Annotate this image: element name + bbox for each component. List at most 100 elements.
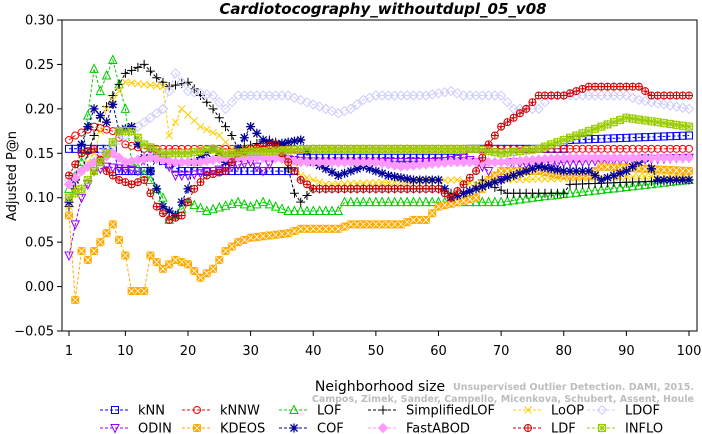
data-point-inflo bbox=[490, 147, 500, 157]
data-point-ldf bbox=[459, 180, 468, 189]
data-point-ldf bbox=[447, 193, 456, 202]
legend-item-loop: LoOP bbox=[513, 404, 584, 419]
legend-marker-cof bbox=[289, 423, 299, 433]
data-point-ldf bbox=[158, 209, 167, 218]
data-point-loop bbox=[384, 178, 393, 187]
data-point-inflo bbox=[102, 148, 112, 158]
data-point-knnw bbox=[591, 144, 600, 153]
legend-label-loop: LoOP bbox=[551, 404, 584, 419]
data-point-ldof bbox=[633, 94, 645, 106]
data-point-loop bbox=[641, 172, 650, 181]
data-point-lof bbox=[277, 203, 287, 213]
data-point-simplifiedlof bbox=[145, 66, 155, 76]
data-point-simplifiedlof bbox=[296, 197, 306, 207]
data-point-ldof bbox=[652, 98, 663, 109]
data-point-cof bbox=[603, 173, 613, 183]
legend-marker-kdeos bbox=[193, 424, 201, 432]
data-point-ldof bbox=[132, 121, 144, 132]
data-point-knn bbox=[277, 167, 286, 176]
data-point-ldof bbox=[445, 85, 457, 97]
data-point-loop bbox=[309, 176, 318, 184]
y-axis-label: Adjusted P@n bbox=[5, 131, 20, 221]
data-point-knnw bbox=[77, 128, 86, 137]
data-point-ldof bbox=[157, 103, 169, 115]
data-point-knnw bbox=[71, 131, 80, 140]
legend-label-simplifiedlof: SimplifiedLOF bbox=[406, 404, 495, 419]
data-point-ldof bbox=[452, 88, 463, 99]
data-point-lof bbox=[208, 203, 218, 214]
data-point-inflo bbox=[509, 147, 519, 157]
data-point-inflo bbox=[471, 144, 481, 154]
data-point-cof bbox=[296, 135, 306, 145]
data-point-knnw bbox=[666, 144, 675, 153]
series-ldf bbox=[65, 82, 693, 224]
data-point-cof bbox=[333, 171, 343, 180]
y-tick-label: 0.05 bbox=[25, 236, 54, 251]
data-point-inflo bbox=[202, 145, 212, 155]
data-point-ldf bbox=[302, 180, 311, 189]
data-point-knn bbox=[666, 132, 675, 141]
legend-label-knnw: kNNW bbox=[220, 404, 260, 419]
data-point-cof bbox=[628, 162, 638, 172]
data-point-lof bbox=[289, 205, 300, 216]
legend-marker-ldf bbox=[524, 424, 532, 432]
data-point-lof bbox=[82, 109, 93, 120]
data-point-simplifiedlof bbox=[102, 102, 112, 112]
data-point-knn bbox=[71, 144, 80, 153]
data-point-odin bbox=[126, 166, 137, 176]
data-point-cof bbox=[584, 166, 594, 176]
data-point-simplifiedlof bbox=[221, 122, 231, 132]
data-point-cof bbox=[321, 164, 331, 174]
data-point-odin bbox=[195, 169, 206, 179]
data-point-lof bbox=[283, 205, 294, 216]
data-point-cof bbox=[534, 162, 544, 172]
data-point-ldf bbox=[641, 87, 650, 96]
data-point-lof bbox=[252, 198, 262, 209]
data-point-ldof bbox=[163, 85, 175, 97]
data-point-ldof bbox=[351, 99, 363, 110]
legend-label-lof: LOF bbox=[317, 404, 342, 419]
chart-title: Cardiotocography_withoutdupl_05_v08 bbox=[219, 0, 546, 18]
data-point-ldof bbox=[170, 68, 181, 79]
data-point-ldf bbox=[102, 167, 111, 176]
data-point-lof bbox=[621, 181, 632, 192]
data-point-knnw bbox=[672, 144, 681, 153]
x-tick-label: 90 bbox=[618, 344, 635, 359]
data-point-cof bbox=[415, 175, 425, 185]
data-point-kdeos bbox=[196, 273, 205, 282]
data-point-lof bbox=[227, 198, 237, 208]
axis-layer: 1 10 20 30 40 50 60 70 80 90 100 −0.05 0.00 0.05 0.10 0… bbox=[14, 14, 701, 360]
data-point-kdeos bbox=[165, 260, 174, 269]
data-point-simplifiedlof bbox=[170, 80, 180, 90]
data-point-inflo bbox=[95, 157, 105, 167]
data-point-lof bbox=[602, 183, 613, 194]
data-point-ldof bbox=[677, 102, 688, 113]
data-point-cof bbox=[145, 166, 155, 176]
data-point-cof bbox=[452, 190, 462, 200]
data-point-lof bbox=[552, 189, 563, 199]
data-point-ldf bbox=[465, 173, 474, 182]
data-point-cof bbox=[521, 166, 531, 176]
data-point-ldf bbox=[296, 175, 305, 184]
data-point-cof bbox=[183, 184, 193, 194]
data-point-knnw bbox=[559, 144, 568, 153]
data-point-ldof bbox=[207, 90, 219, 101]
data-point-simplifiedlof bbox=[120, 68, 130, 78]
data-point-ldf bbox=[177, 211, 186, 220]
data-point-cof bbox=[484, 179, 494, 189]
data-point-cof bbox=[377, 168, 387, 178]
y-tick-label: 0.15 bbox=[25, 147, 54, 162]
data-point-fastabod bbox=[683, 152, 695, 163]
data-point-lof bbox=[383, 196, 394, 207]
data-point-ldof bbox=[214, 96, 225, 108]
data-point-lof bbox=[302, 205, 312, 216]
data-point-knn bbox=[609, 134, 618, 143]
data-point-cof bbox=[615, 168, 625, 178]
data-point-cof bbox=[383, 171, 393, 180]
data-point-lof bbox=[346, 196, 356, 207]
data-point-knnw bbox=[584, 144, 593, 153]
data-point-odin bbox=[70, 220, 81, 230]
plot-frame bbox=[61, 19, 698, 332]
data-point-lof bbox=[339, 196, 350, 207]
